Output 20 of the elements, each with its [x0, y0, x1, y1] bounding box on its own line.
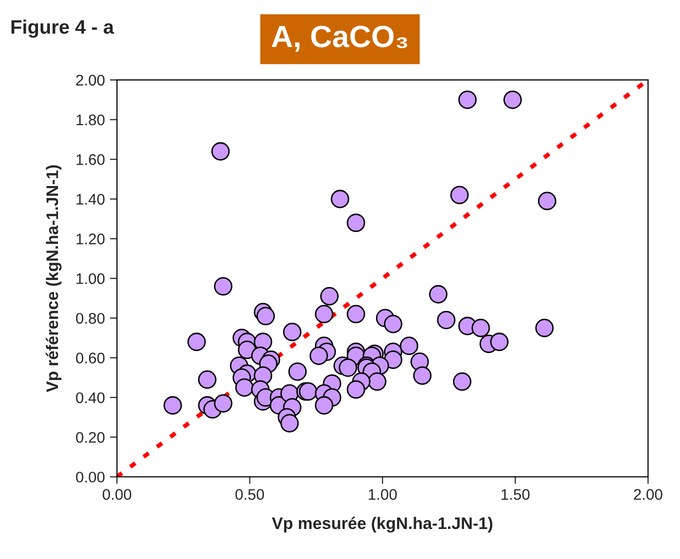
y-tick-label: 1.60: [76, 154, 105, 165]
y-tick-label: 1.80: [76, 114, 105, 126]
chart-subtitle: A, CaCO₃: [272, 26, 408, 52]
x-tick-label: 1.00: [368, 489, 397, 500]
y-axis-title: Vp référence (kgN.ha-1.JN-1): [46, 165, 62, 392]
y-tick-label: 1.20: [76, 234, 105, 244]
y-tick-label: 2.00: [76, 74, 105, 86]
y-tick-label: 0.80: [76, 312, 105, 324]
y-tick-label: 1.40: [76, 194, 105, 205]
x-tick-label: 0.50: [235, 489, 264, 500]
y-tick-label: 0.60: [76, 352, 105, 364]
y-tick-label: 0.00: [76, 472, 105, 483]
x-tick-label: 2.00: [634, 489, 662, 500]
y-tick-label: 0.40: [76, 392, 105, 404]
x-axis-title: Vp mesurée (kgN.ha-1.JN-1): [272, 516, 492, 533]
chart-title: Figure 4 - a: [12, 20, 114, 38]
y-tick-label: 0.20: [76, 432, 105, 443]
x-tick-label: 1.50: [502, 489, 530, 500]
y-tick-label: 1.00: [76, 273, 105, 284]
x-tick-label: 0.00: [102, 489, 132, 500]
